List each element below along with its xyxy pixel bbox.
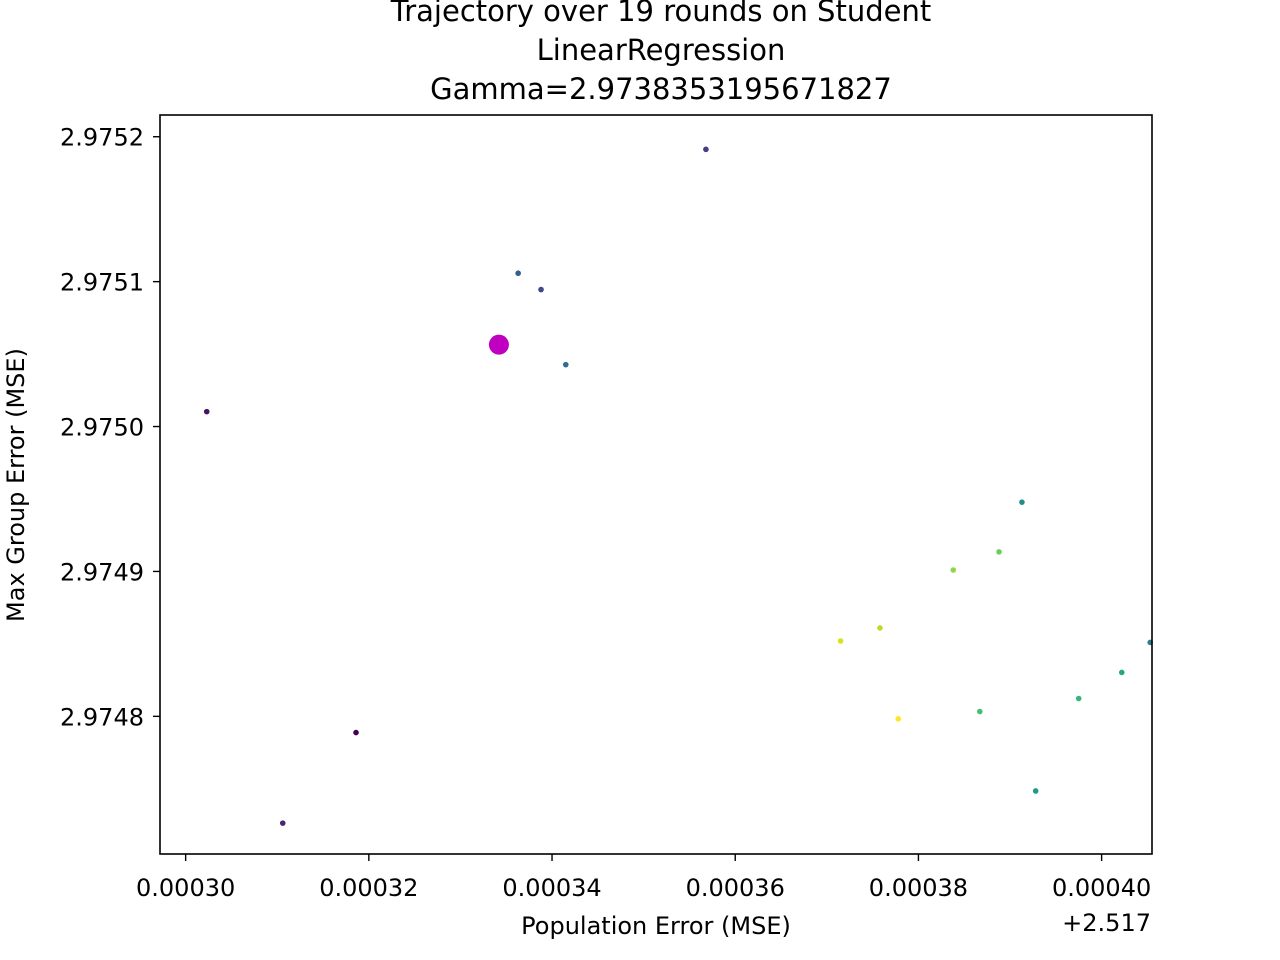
data-point bbox=[1019, 499, 1025, 505]
data-point bbox=[203, 408, 210, 415]
chart-title-line-2: LinearRegression bbox=[537, 33, 786, 67]
y-axis-ticks: 2.9748 2.9749 2.9750 2.9751 2.9752 bbox=[60, 124, 160, 731]
plot-area-frame bbox=[159, 114, 1153, 855]
y-axis-label: Max Group Error (MSE) bbox=[2, 348, 30, 622]
x-axis-offset-label: +2.517 bbox=[1062, 909, 1151, 937]
data-point bbox=[279, 820, 286, 826]
data-point bbox=[895, 716, 902, 722]
chart-title: Trajectory over 19 rounds on Student Lin… bbox=[390, 0, 931, 106]
y-tick-label: 2.9749 bbox=[60, 558, 144, 586]
chart-title-line-3: Gamma=2.9738353195671827 bbox=[430, 72, 892, 106]
data-point bbox=[1075, 695, 1082, 702]
data-point bbox=[703, 146, 709, 153]
x-tick-label: 0.00030 bbox=[136, 874, 235, 902]
data-point bbox=[515, 270, 521, 277]
data-point bbox=[562, 361, 569, 368]
data-points bbox=[203, 146, 1153, 826]
data-point bbox=[353, 729, 359, 736]
data-point bbox=[1032, 788, 1039, 794]
data-point bbox=[877, 625, 883, 631]
x-tick-label: 0.00032 bbox=[319, 874, 418, 902]
data-point bbox=[996, 549, 1002, 555]
y-tick-label: 2.9752 bbox=[60, 124, 144, 152]
y-tick-label: 2.9751 bbox=[60, 269, 144, 297]
data-point bbox=[1118, 669, 1125, 676]
x-tick-label: 0.00034 bbox=[502, 874, 601, 902]
x-tick-label: 0.00040 bbox=[1052, 874, 1151, 902]
x-axis-label: Population Error (MSE) bbox=[521, 912, 791, 940]
x-tick-label: 0.00036 bbox=[686, 874, 785, 902]
y-tick-label: 2.9748 bbox=[60, 703, 144, 731]
data-point bbox=[538, 286, 544, 293]
y-tick-label: 2.9750 bbox=[60, 414, 144, 442]
x-tick-label: 0.00038 bbox=[869, 874, 968, 902]
data-point bbox=[950, 567, 957, 573]
data-point bbox=[976, 708, 983, 715]
data-point bbox=[837, 638, 844, 644]
highlighted-point bbox=[488, 334, 509, 355]
chart-title-line-1: Trajectory over 19 rounds on Student bbox=[390, 0, 931, 28]
x-axis-ticks: 0.00030 0.00032 0.00034 0.00036 0.00038 0.000… bbox=[136, 854, 1151, 902]
